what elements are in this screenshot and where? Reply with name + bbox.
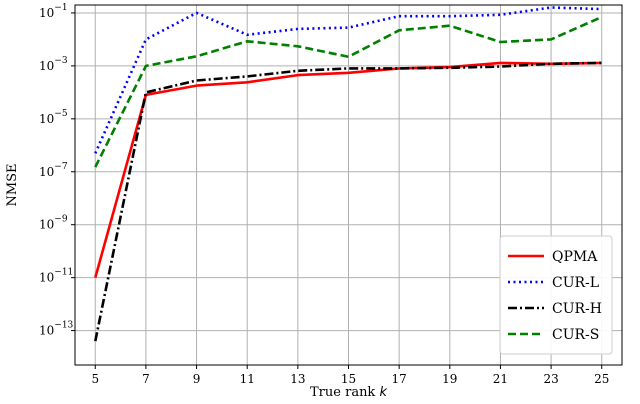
x-axis-ticks: 5 7 9 11 13 15 17 19 21 23 25 <box>91 365 609 386</box>
x-tick-label: 5 <box>91 372 99 386</box>
legend-label-cur-l: CUR-L <box>552 275 599 291</box>
y-tick-label: 10−5 <box>39 109 68 126</box>
x-tick-label: 19 <box>442 372 457 386</box>
series-line-qpma <box>94 61 602 278</box>
x-tick-label: 17 <box>392 372 407 386</box>
y-tick-label: 10−3 <box>39 56 68 73</box>
legend-label-cur-s: CUR-S <box>552 327 599 343</box>
x-tick-label: 23 <box>543 372 558 386</box>
x-axis-label: True rank k <box>310 385 387 400</box>
x-tick-label: 7 <box>142 372 150 386</box>
y-tick-label: 10−7 <box>39 162 68 179</box>
y-tick-label: 10−13 <box>39 321 74 338</box>
x-tick-label: 15 <box>341 372 356 386</box>
x-tick-label: 13 <box>290 372 305 386</box>
y-tick-label: 10−1 <box>39 3 68 20</box>
x-tick-label: 25 <box>594 372 609 386</box>
y-tick-label: 10−9 <box>39 215 68 232</box>
y-axis-label: NMSE <box>5 163 20 206</box>
x-tick-label: 21 <box>493 372 508 386</box>
legend-label-qpma: QPMA <box>552 249 598 265</box>
legend-box <box>499 235 613 355</box>
legend-label-cur-h: CUR-H <box>552 301 602 317</box>
y-tick-label: 10−11 <box>39 268 73 285</box>
grid-lines <box>75 5 622 365</box>
x-tick-label: 9 <box>193 372 201 386</box>
legend: QPMA CUR-L CUR-H CUR-S <box>499 235 613 355</box>
series-lines <box>94 6 603 342</box>
x-tick-label: 11 <box>240 372 255 386</box>
y-axis-ticks: 10−1 10−3 10−5 10−7 10−9 10−11 10−13 <box>39 3 75 338</box>
series-line-cur-s <box>94 15 603 168</box>
